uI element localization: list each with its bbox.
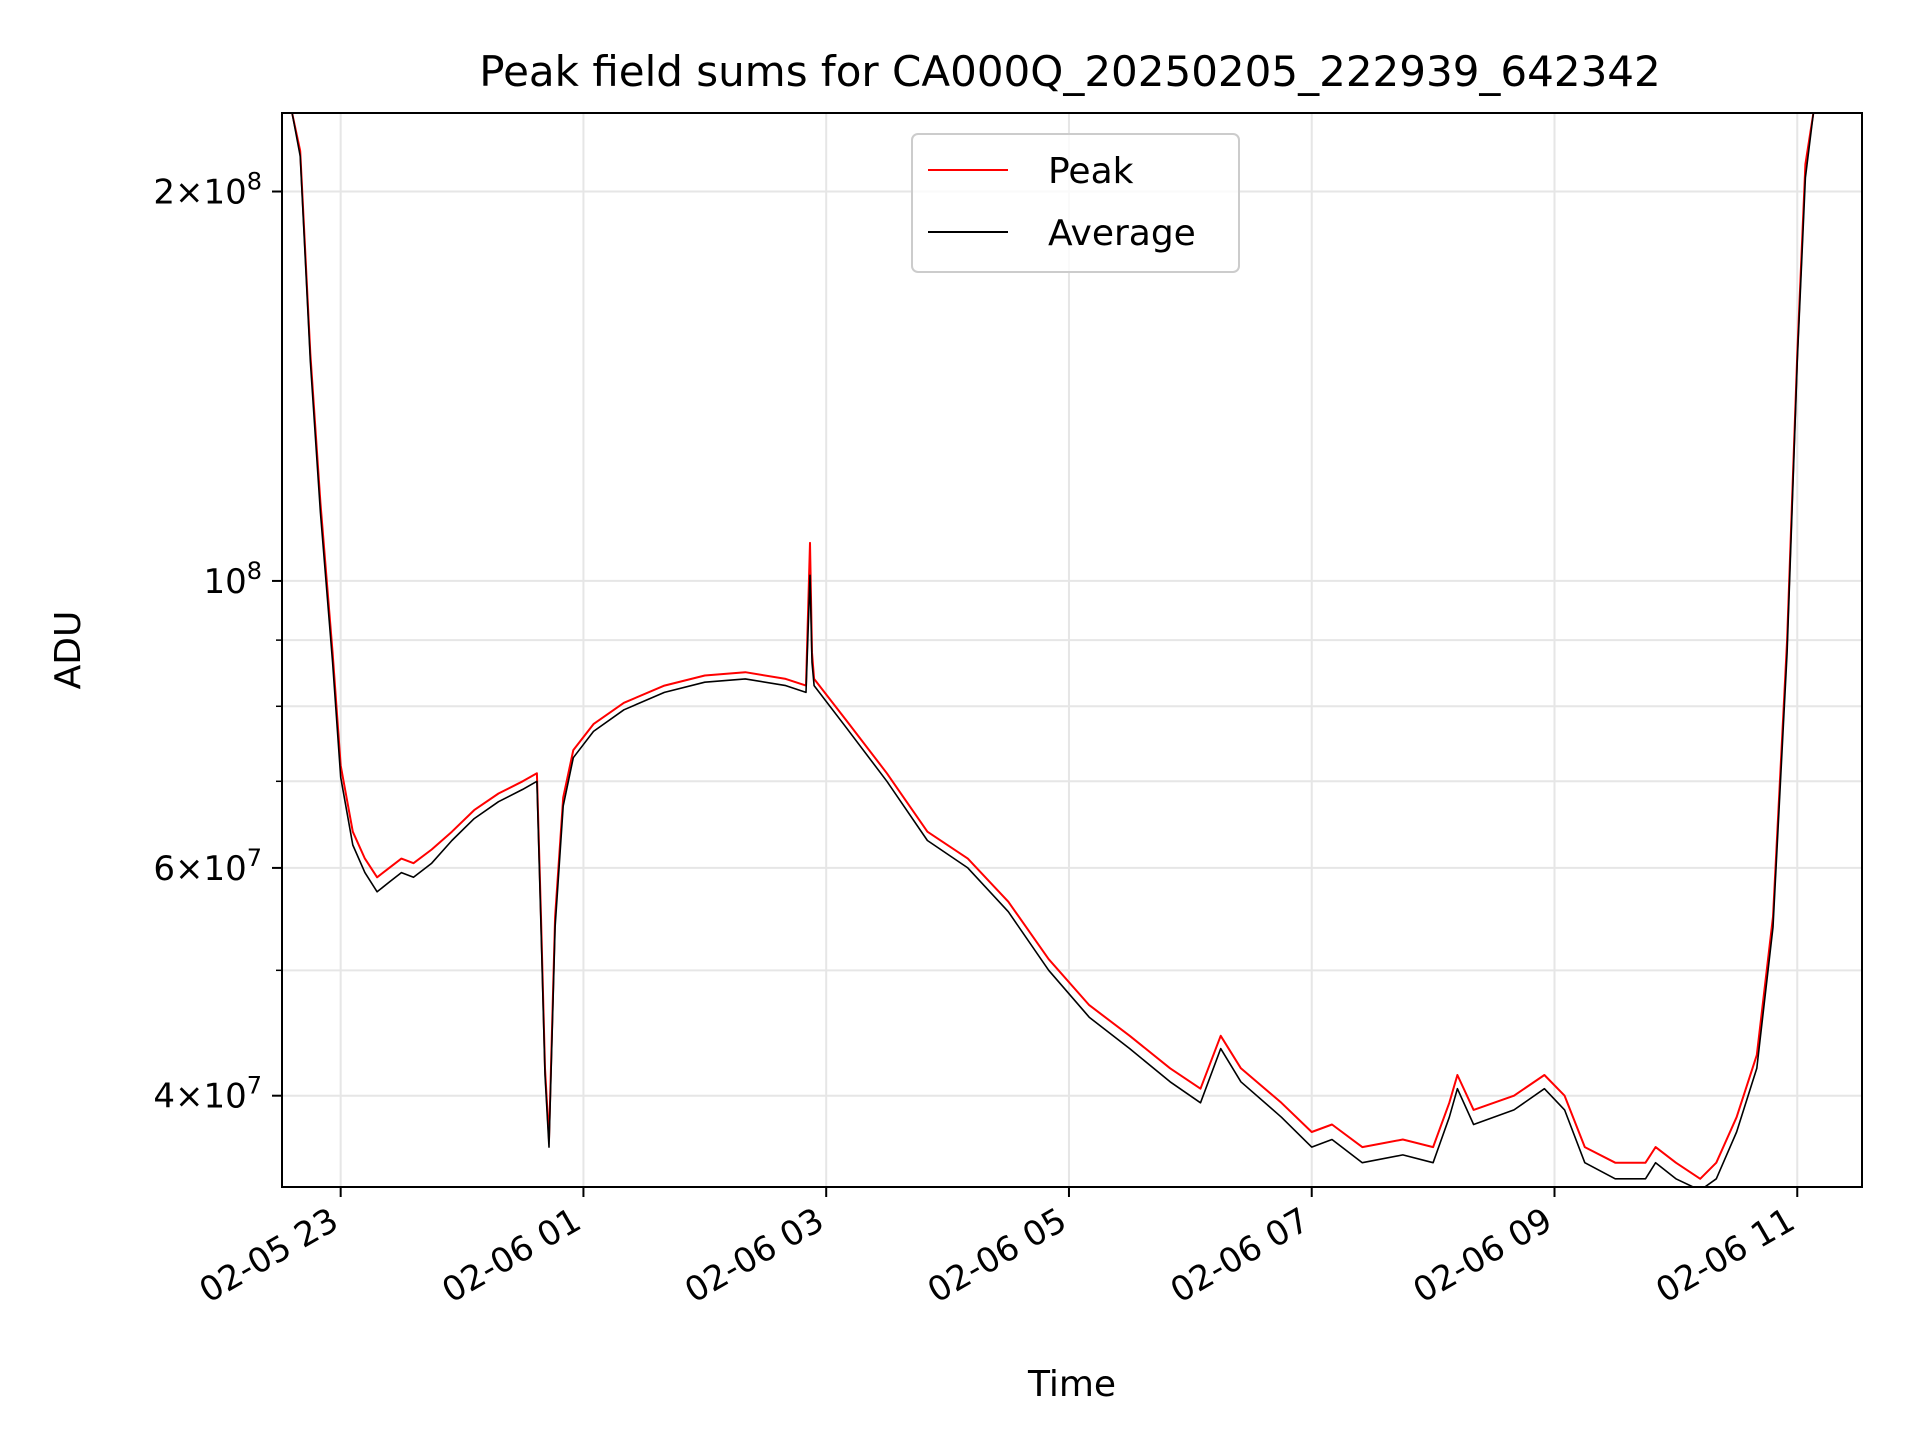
y-axis-label: ADU — [48, 611, 89, 690]
plot-frame — [281, 112, 1863, 1188]
legend-box — [911, 133, 1240, 273]
series-lines — [291, 113, 1815, 1187]
y-tick-label: 6×107 — [153, 844, 262, 889]
y-axis: 4×107 6×107 108 2×108 — [153, 168, 282, 1117]
legend[interactable]: Peak Average — [911, 133, 1240, 273]
series-line-peak — [291, 113, 1815, 1180]
y-tick-label: 2×108 — [153, 168, 262, 213]
series-line-average — [291, 113, 1815, 1187]
legend-label-average: Average — [1048, 213, 1196, 254]
y-tick-label: 108 — [203, 557, 262, 602]
chart-title: Peak field sums for CA000Q_20250205_2229… — [479, 47, 1661, 96]
legend-label-peak: Peak — [1048, 151, 1134, 192]
x-axis-label: Time — [1027, 1364, 1116, 1405]
y-tick-label: 4×107 — [153, 1072, 262, 1117]
